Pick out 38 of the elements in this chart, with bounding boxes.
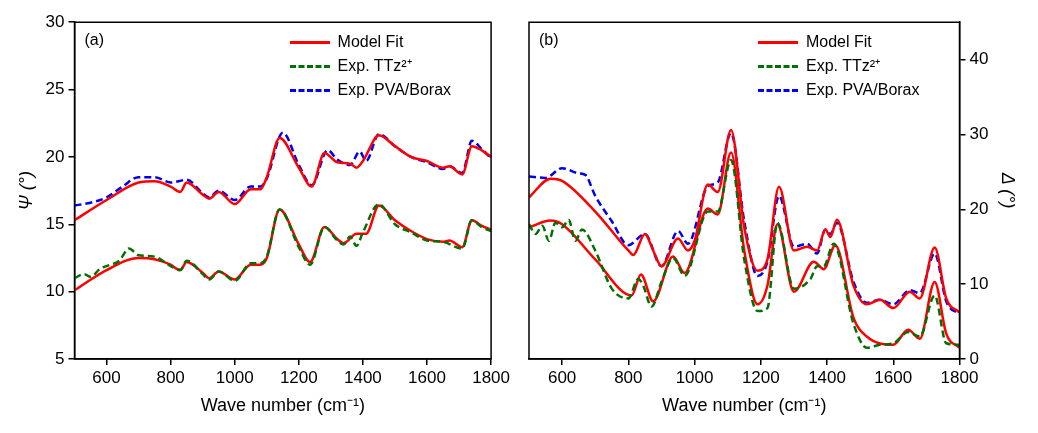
y2-axis-title: Δ (°) [998,171,1019,209]
x-tick-label: 1400 [344,367,382,387]
y-tick-label: 10 [45,281,65,301]
legend-label: Model Fit [337,32,404,53]
y2-tick-label: 40 [969,49,989,69]
x-tick-label: 1000 [215,367,254,387]
annotation: (a) [84,30,105,48]
legend-label: Exp. TTz²⁺ [337,56,412,77]
legend-label: Exp. TTz²⁺ [805,56,881,77]
x-tick-label: 1800 [940,367,979,387]
x-tick-label: 1000 [675,367,714,387]
legend-label: Model Fit [805,32,872,53]
x-axis-title: Wave number (cm⁻¹) [200,395,365,416]
y-tick-label: 5 [55,348,65,368]
x-tick-label: 1600 [874,367,913,387]
x-axis-title: Wave number (cm⁻¹) [662,395,827,416]
y-axis-title: Ψ (°) [15,171,36,211]
x-tick-label: 1800 [472,367,510,387]
annotation: (b) [539,30,559,48]
x-tick-label: 1600 [408,367,446,387]
x-tick-label: 600 [547,367,577,387]
x-tick-label: 1200 [741,367,780,387]
x-tick-label: 1200 [279,367,318,387]
x-tick-label: 1400 [808,367,846,387]
legend-label: Exp. PVA/Borax [805,80,920,101]
x-tick-label: 800 [614,367,643,387]
y-tick-label: 20 [45,146,65,166]
y-tick-label: 15 [45,213,65,233]
y-tick-label: 30 [45,11,65,31]
y2-tick-label: 30 [969,124,989,144]
y-tick-label: 25 [45,79,65,99]
line-series [74,134,492,222]
x-tick-label: 600 [92,367,121,387]
y2-tick-label: 0 [969,348,979,368]
x-tick-label: 800 [156,367,185,387]
y2-tick-label: 20 [969,199,989,218]
y2-tick-label: 10 [969,273,989,293]
legend-label: Exp. PVA/Borax [337,80,452,101]
